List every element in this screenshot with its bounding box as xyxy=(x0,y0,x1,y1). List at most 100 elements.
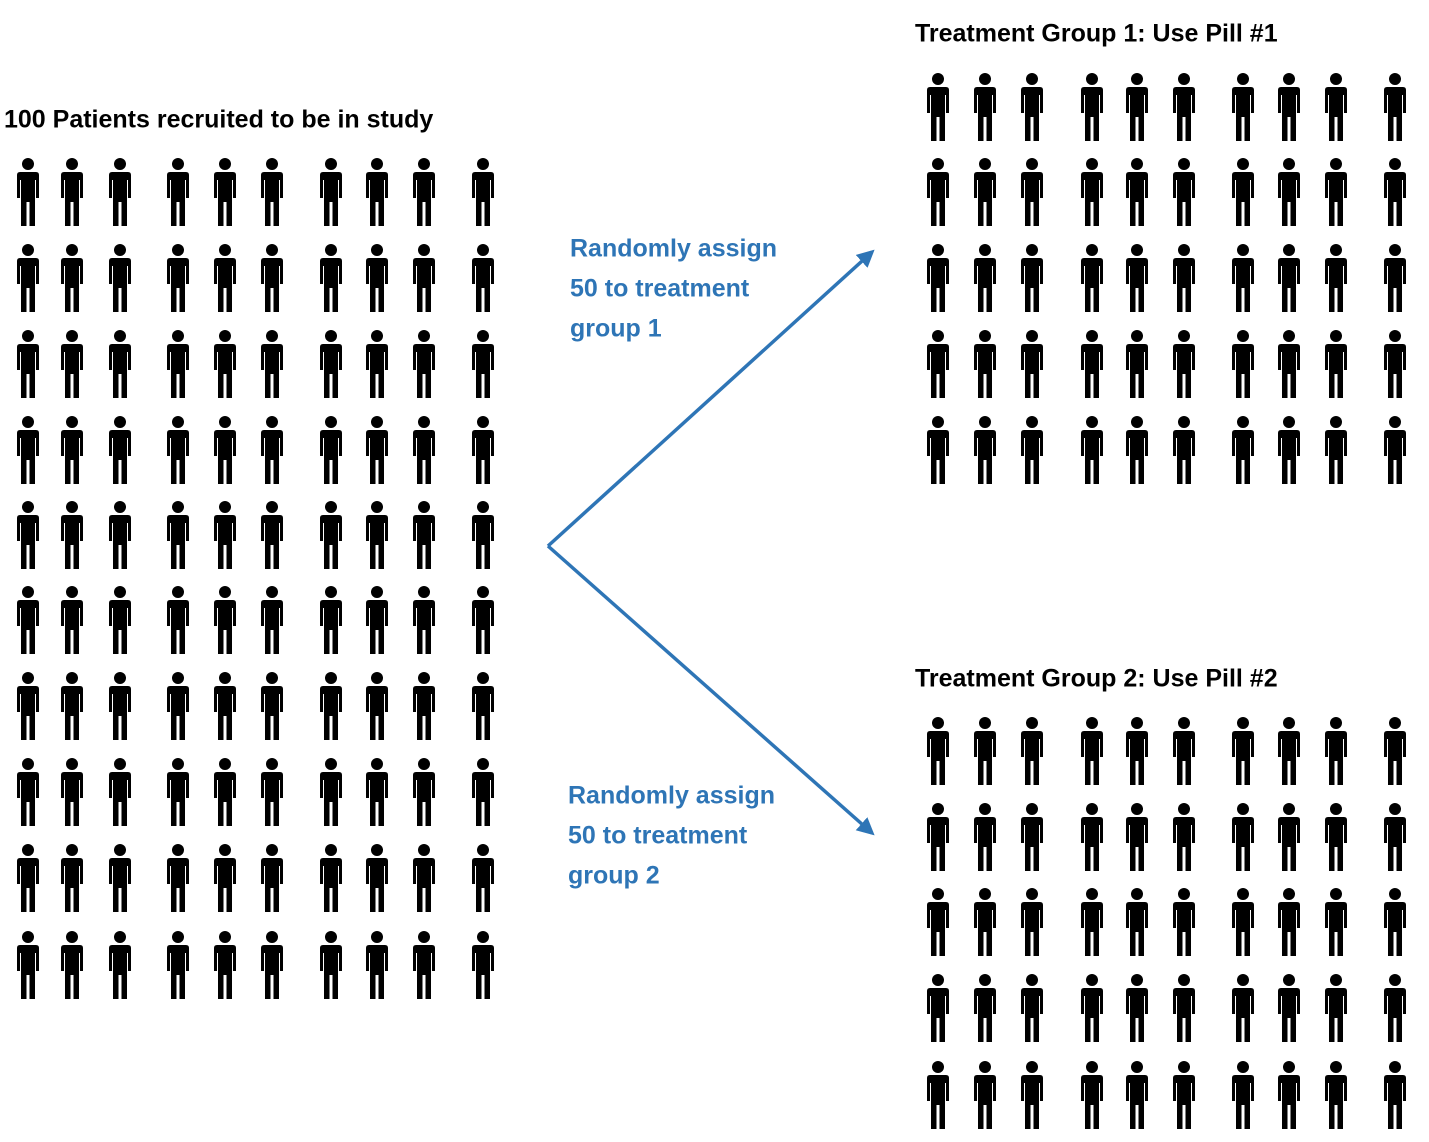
person-icon xyxy=(320,416,342,484)
person-icon xyxy=(320,931,342,999)
person-icon xyxy=(1081,717,1103,785)
arrow-label: 50 to treatment xyxy=(568,822,748,850)
person-icon xyxy=(974,158,996,226)
person-icon xyxy=(109,244,131,312)
person-icon xyxy=(1126,73,1148,141)
person-icon xyxy=(366,758,388,826)
person-icon xyxy=(320,586,342,654)
person-icon xyxy=(1173,1061,1195,1129)
person-icon xyxy=(1021,158,1043,226)
person-icon xyxy=(366,586,388,654)
person-icon xyxy=(413,501,435,569)
person-icon xyxy=(17,244,39,312)
person-icon xyxy=(261,758,283,826)
person-icon xyxy=(261,672,283,740)
person-icon xyxy=(472,931,494,999)
person-icon xyxy=(167,758,189,826)
person-icon xyxy=(927,974,949,1042)
person-icon xyxy=(366,931,388,999)
person-icon xyxy=(1325,73,1347,141)
person-icon xyxy=(1325,244,1347,312)
person-icon xyxy=(472,586,494,654)
person-icon xyxy=(214,244,236,312)
person-icon xyxy=(1384,330,1406,398)
person-icon xyxy=(1278,717,1300,785)
person-icon xyxy=(413,416,435,484)
person-icon xyxy=(61,244,83,312)
person-icon xyxy=(413,758,435,826)
person-icon xyxy=(1325,888,1347,956)
person-icon xyxy=(974,974,996,1042)
person-icon xyxy=(1021,416,1043,484)
person-icon xyxy=(1126,888,1148,956)
person-icon xyxy=(17,672,39,740)
person-icon xyxy=(109,672,131,740)
person-icon xyxy=(61,158,83,226)
person-icon xyxy=(320,672,342,740)
person-icon xyxy=(472,416,494,484)
person-icon xyxy=(413,931,435,999)
person-icon xyxy=(214,501,236,569)
person-icon xyxy=(261,586,283,654)
person-icon xyxy=(1232,1061,1254,1129)
person-icon xyxy=(366,672,388,740)
person-icon xyxy=(1384,974,1406,1042)
person-icon xyxy=(1325,158,1347,226)
person-icon xyxy=(1021,803,1043,871)
person-icon xyxy=(109,501,131,569)
person-icon xyxy=(1325,803,1347,871)
person-icon xyxy=(974,1061,996,1129)
person-icon xyxy=(214,330,236,398)
person-icon xyxy=(17,501,39,569)
person-icon xyxy=(61,416,83,484)
person-icon xyxy=(261,416,283,484)
person-icon xyxy=(320,844,342,912)
person-icon xyxy=(366,844,388,912)
person-icon xyxy=(17,758,39,826)
person-icon xyxy=(1232,717,1254,785)
person-icon xyxy=(61,844,83,912)
person-icon xyxy=(214,931,236,999)
person-icon xyxy=(472,501,494,569)
person-icon xyxy=(17,330,39,398)
person-icon xyxy=(1278,330,1300,398)
person-icon xyxy=(1021,974,1043,1042)
person-icon xyxy=(1232,974,1254,1042)
person-icon xyxy=(1126,803,1148,871)
person-icon xyxy=(1232,330,1254,398)
person-icon xyxy=(1173,158,1195,226)
person-icon xyxy=(1278,158,1300,226)
person-icon xyxy=(927,73,949,141)
person-icon xyxy=(261,931,283,999)
person-icon xyxy=(1081,244,1103,312)
person-icon xyxy=(927,717,949,785)
arrow-label: 50 to treatment xyxy=(570,275,750,303)
person-icon xyxy=(1081,1061,1103,1129)
person-icon xyxy=(167,586,189,654)
person-icon xyxy=(61,501,83,569)
person-icon xyxy=(366,158,388,226)
person-icon xyxy=(1384,717,1406,785)
person-icon xyxy=(261,158,283,226)
person-icon xyxy=(1021,888,1043,956)
person-icon xyxy=(1081,974,1103,1042)
person-icon xyxy=(1173,717,1195,785)
person-icon xyxy=(1021,73,1043,141)
group-title: Treatment Group 1: Use Pill #1 xyxy=(915,20,1278,48)
person-icon xyxy=(1081,330,1103,398)
person-icon xyxy=(261,844,283,912)
arrow-label: group 1 xyxy=(570,315,662,343)
person-icon xyxy=(17,931,39,999)
person-icon xyxy=(472,844,494,912)
person-icon xyxy=(1126,158,1148,226)
person-icon xyxy=(167,330,189,398)
person-icon xyxy=(1126,1061,1148,1129)
person-icon xyxy=(1173,974,1195,1042)
person-icon xyxy=(413,158,435,226)
person-icon xyxy=(1384,73,1406,141)
person-icon xyxy=(1325,416,1347,484)
person-icon xyxy=(1173,244,1195,312)
person-icon xyxy=(1232,73,1254,141)
